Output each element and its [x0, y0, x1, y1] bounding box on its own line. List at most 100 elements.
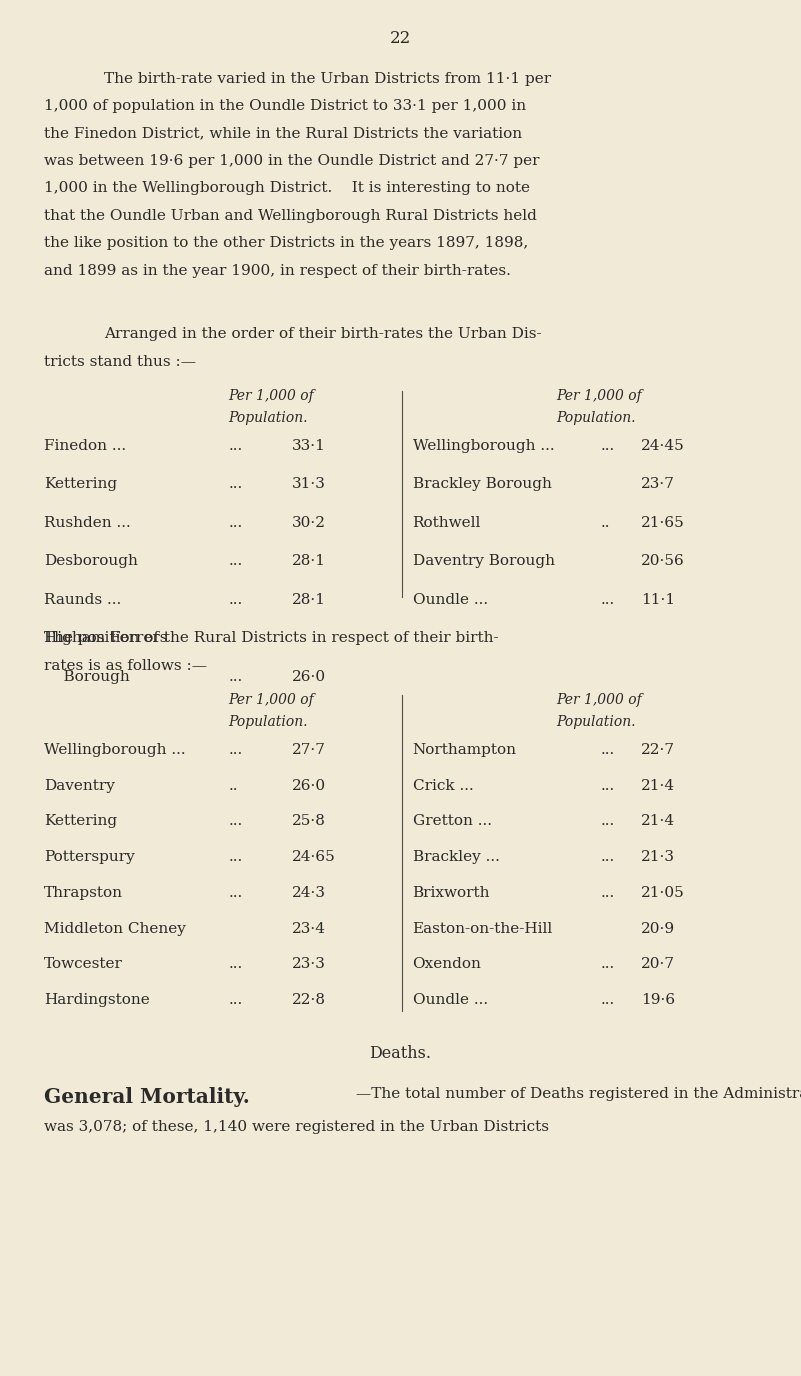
Text: —The total number of Deaths registered in the Administrative County during the y: —The total number of Deaths registered i… [356, 1087, 801, 1101]
Text: ...: ... [601, 593, 615, 607]
Text: ...: ... [228, 670, 243, 684]
Text: 1,000 of population in the Oundle District to 33·1 per 1,000 in: 1,000 of population in the Oundle Distri… [44, 99, 526, 113]
Text: 22: 22 [390, 30, 411, 47]
Text: Oundle ...: Oundle ... [413, 593, 488, 607]
Text: Hardingstone: Hardingstone [44, 993, 150, 1007]
Text: the Finedon District, while in the Rural Districts the variation: the Finedon District, while in the Rural… [44, 127, 522, 140]
Text: ...: ... [601, 886, 615, 900]
Text: Kettering: Kettering [44, 815, 117, 828]
Text: 30·2: 30·2 [292, 516, 326, 530]
Text: General Mortality.: General Mortality. [44, 1087, 250, 1106]
Text: 21·4: 21·4 [641, 779, 675, 793]
Text: Northampton: Northampton [413, 743, 517, 757]
Text: 27·7: 27·7 [292, 743, 326, 757]
Text: Daventry Borough: Daventry Borough [413, 555, 554, 568]
Text: The birth-rate varied in the Urban Districts from 11·1 per: The birth-rate varied in the Urban Distr… [104, 72, 551, 85]
Text: that the Oundle Urban and Wellingborough Rural Districts held: that the Oundle Urban and Wellingborough… [44, 209, 537, 223]
Text: Brixworth: Brixworth [413, 886, 490, 900]
Text: ...: ... [601, 815, 615, 828]
Text: Kettering: Kettering [44, 477, 117, 491]
Text: 23·4: 23·4 [292, 922, 326, 936]
Text: Borough: Borough [44, 670, 130, 684]
Text: 28·1: 28·1 [292, 555, 326, 568]
Text: ...: ... [601, 993, 615, 1007]
Text: 21·05: 21·05 [641, 886, 685, 900]
Text: and 1899 as in the year 1900, in respect of their birth-rates.: and 1899 as in the year 1900, in respect… [44, 264, 511, 278]
Text: 1,000 in the Wellingborough District.    It is interesting to note: 1,000 in the Wellingborough District. It… [44, 182, 530, 195]
Text: Crick ...: Crick ... [413, 779, 473, 793]
Text: Easton-on-the-Hill: Easton-on-the-Hill [413, 922, 553, 936]
Text: ...: ... [228, 477, 243, 491]
Text: 20·56: 20·56 [641, 555, 685, 568]
Text: ..: .. [601, 516, 610, 530]
Text: Daventry: Daventry [44, 779, 115, 793]
Text: ...: ... [228, 439, 243, 453]
Text: ...: ... [228, 593, 243, 607]
Text: The position of the Rural Districts in respect of their birth-: The position of the Rural Districts in r… [44, 632, 499, 645]
Text: ...: ... [228, 850, 243, 864]
Text: Gretton ...: Gretton ... [413, 815, 492, 828]
Text: ...: ... [601, 958, 615, 971]
Text: Desborough: Desborough [44, 555, 138, 568]
Text: Per 1,000 of: Per 1,000 of [557, 694, 642, 707]
Text: 20·9: 20·9 [641, 922, 675, 936]
Text: Potterspury: Potterspury [44, 850, 135, 864]
Text: 22·8: 22·8 [292, 993, 326, 1007]
Text: Oundle ...: Oundle ... [413, 993, 488, 1007]
Text: Deaths.: Deaths. [369, 1046, 432, 1062]
Text: Raunds ...: Raunds ... [44, 593, 121, 607]
Text: Wellingborough ...: Wellingborough ... [413, 439, 554, 453]
Text: ...: ... [228, 993, 243, 1007]
Text: Per 1,000 of: Per 1,000 of [557, 389, 642, 403]
Text: was 3,078; of these, 1,140 were registered in the Urban Districts: was 3,078; of these, 1,140 were register… [44, 1120, 549, 1134]
Text: Per 1,000 of: Per 1,000 of [228, 694, 314, 707]
Text: ...: ... [228, 516, 243, 530]
Text: Per 1,000 of: Per 1,000 of [228, 389, 314, 403]
Text: 33·1: 33·1 [292, 439, 326, 453]
Text: 23·3: 23·3 [292, 958, 326, 971]
Text: Towcester: Towcester [44, 958, 123, 971]
Text: ...: ... [601, 850, 615, 864]
Text: ...: ... [228, 743, 243, 757]
Text: Population.: Population. [228, 716, 308, 729]
Text: ...: ... [228, 555, 243, 568]
Text: Oxendon: Oxendon [413, 958, 481, 971]
Text: Finedon ...: Finedon ... [44, 439, 127, 453]
Text: ...: ... [228, 958, 243, 971]
Text: ...: ... [601, 439, 615, 453]
Text: Middleton Cheney: Middleton Cheney [44, 922, 186, 936]
Text: Wellingborough ...: Wellingborough ... [44, 743, 186, 757]
Text: 26·0: 26·0 [292, 779, 327, 793]
Text: Population.: Population. [557, 716, 636, 729]
Text: Higham Ferrers: Higham Ferrers [44, 632, 167, 645]
Text: 20·7: 20·7 [641, 958, 674, 971]
Text: rates is as follows :—: rates is as follows :— [44, 659, 207, 673]
Text: 26·0: 26·0 [292, 670, 327, 684]
Text: Population.: Population. [228, 411, 308, 425]
Text: 19·6: 19·6 [641, 993, 675, 1007]
Text: the like position to the other Districts in the years 1897, 1898,: the like position to the other Districts… [44, 237, 529, 250]
Text: 28·1: 28·1 [292, 593, 326, 607]
Text: Rothwell: Rothwell [413, 516, 481, 530]
Text: 22·7: 22·7 [641, 743, 674, 757]
Text: was between 19·6 per 1,000 in the Oundle District and 27·7 per: was between 19·6 per 1,000 in the Oundle… [44, 154, 540, 168]
Text: ..: .. [228, 779, 238, 793]
Text: 24·3: 24·3 [292, 886, 326, 900]
Text: 31·3: 31·3 [292, 477, 326, 491]
Text: ...: ... [601, 779, 615, 793]
Text: Brackley ...: Brackley ... [413, 850, 499, 864]
Text: 23·7: 23·7 [641, 477, 674, 491]
Text: 24·65: 24·65 [292, 850, 336, 864]
Text: ...: ... [228, 886, 243, 900]
Text: Thrapston: Thrapston [44, 886, 123, 900]
Text: Population.: Population. [557, 411, 636, 425]
Text: 11·1: 11·1 [641, 593, 675, 607]
Text: 21·3: 21·3 [641, 850, 674, 864]
Text: Rushden ...: Rushden ... [44, 516, 131, 530]
Text: 21·4: 21·4 [641, 815, 675, 828]
Text: ...: ... [601, 743, 615, 757]
Text: Arranged in the order of their birth-rates the Urban Dis-: Arranged in the order of their birth-rat… [104, 327, 541, 341]
Text: ...: ... [228, 815, 243, 828]
Text: Brackley Borough: Brackley Borough [413, 477, 551, 491]
Text: tricts stand thus :—: tricts stand thus :— [44, 355, 196, 369]
